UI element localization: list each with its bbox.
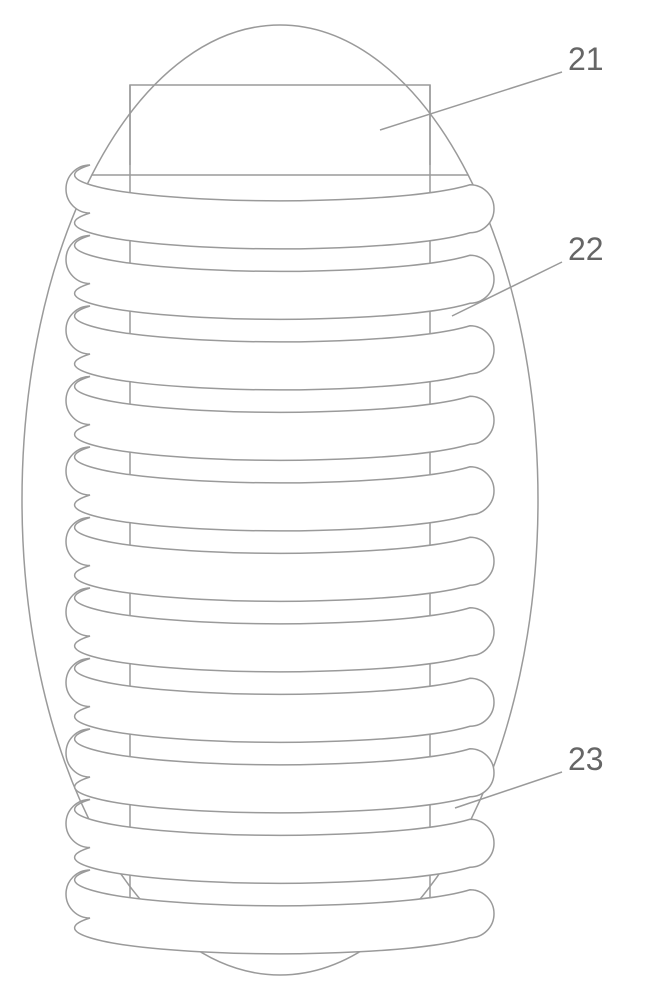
spring-coil	[66, 165, 494, 954]
leader-line-21	[380, 72, 562, 130]
spring-diagram: 21 22 23	[0, 0, 654, 1000]
label-23: 23	[568, 741, 604, 777]
label-22: 22	[568, 231, 604, 267]
label-21: 21	[568, 41, 604, 77]
